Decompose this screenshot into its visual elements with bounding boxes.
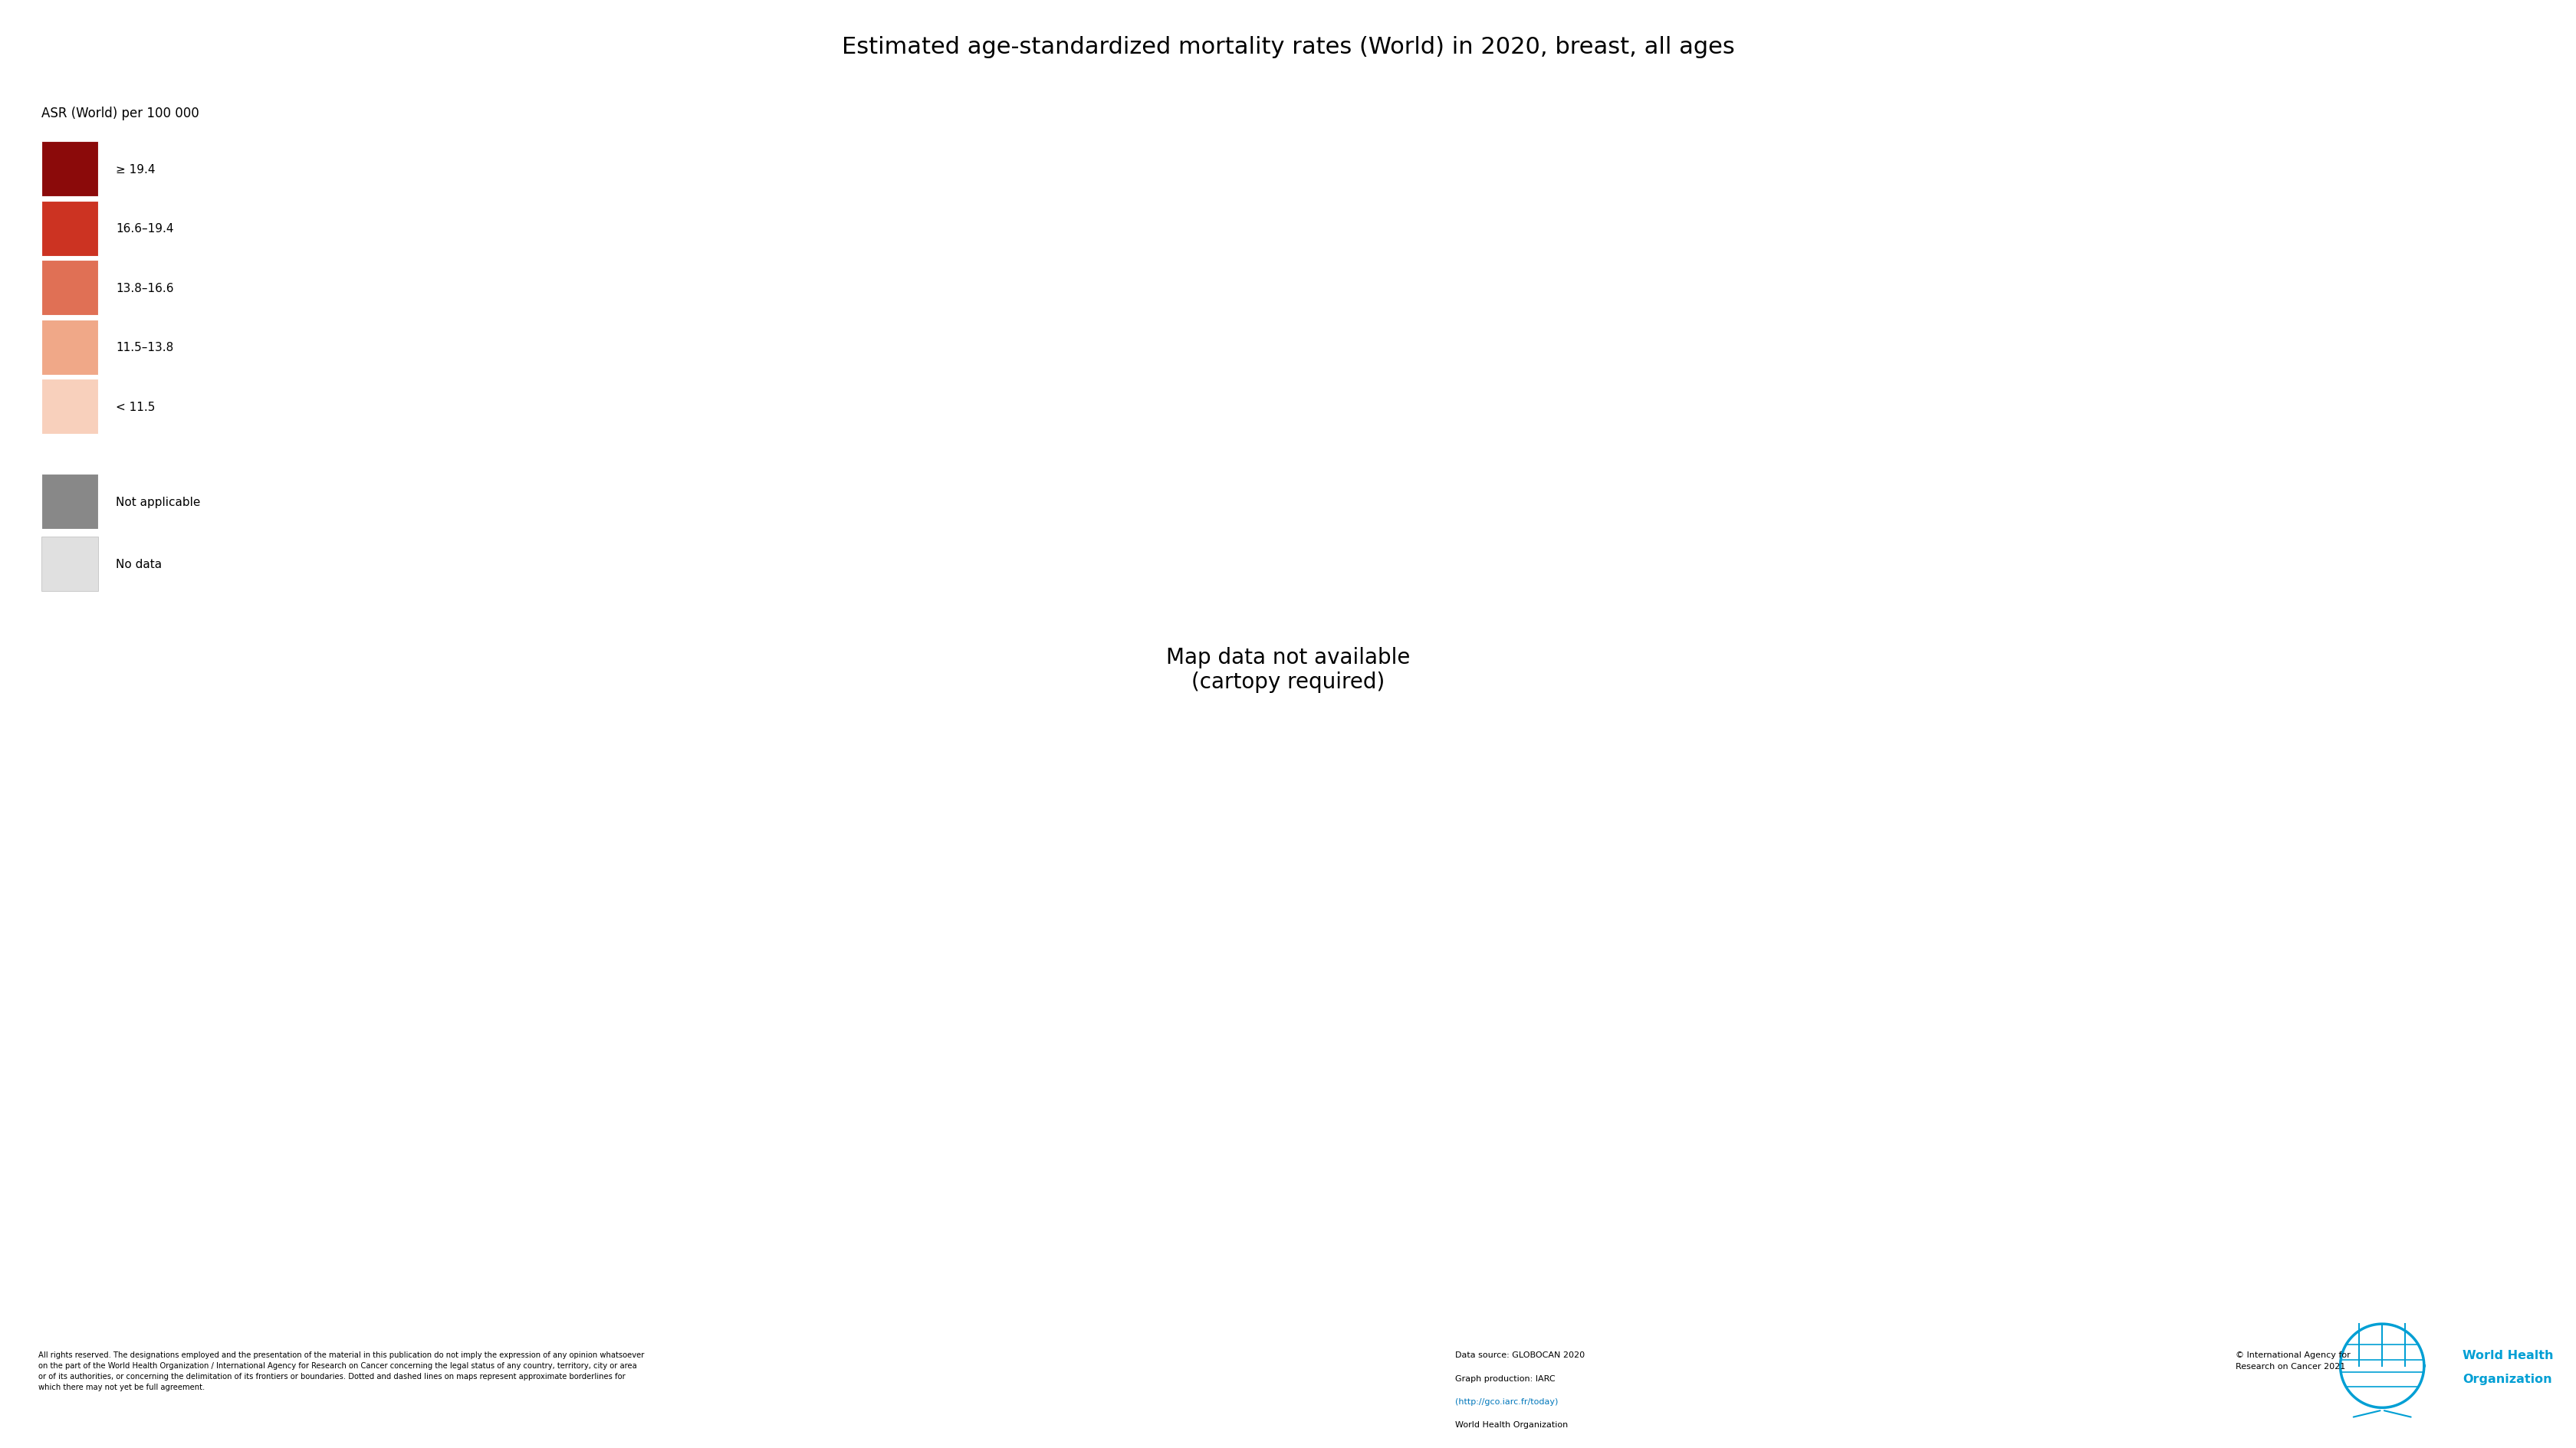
- Text: 16.6–19.4: 16.6–19.4: [116, 223, 173, 235]
- Text: (http://gco.iarc.fr/today): (http://gco.iarc.fr/today): [1455, 1397, 1558, 1405]
- Text: 13.8–16.6: 13.8–16.6: [116, 282, 173, 294]
- Text: Data source: GLOBOCAN 2020: Data source: GLOBOCAN 2020: [1455, 1351, 1584, 1358]
- Text: World Health: World Health: [2463, 1350, 2553, 1361]
- Text: ASR (World) per 100 000: ASR (World) per 100 000: [41, 106, 198, 120]
- Text: No data: No data: [116, 559, 162, 571]
- Text: Organization: Organization: [2463, 1373, 2553, 1384]
- Text: Graph production: IARC: Graph production: IARC: [1455, 1374, 1556, 1381]
- Text: 11.5–13.8: 11.5–13.8: [116, 342, 173, 353]
- Text: Not applicable: Not applicable: [116, 497, 201, 508]
- Text: © International Agency for
Research on Cancer 2021: © International Agency for Research on C…: [2236, 1351, 2352, 1370]
- Text: ≥ 19.4: ≥ 19.4: [116, 164, 155, 175]
- Text: < 11.5: < 11.5: [116, 401, 155, 413]
- Text: Estimated age-standardized mortality rates (World) in 2020, breast, all ages: Estimated age-standardized mortality rat…: [842, 36, 1734, 58]
- Text: World Health Organization: World Health Organization: [1455, 1420, 1569, 1428]
- Text: All rights reserved. The designations employed and the presentation of the mater: All rights reserved. The designations em…: [39, 1351, 644, 1392]
- Text: Map data not available
(cartopy required): Map data not available (cartopy required…: [1167, 647, 1409, 692]
